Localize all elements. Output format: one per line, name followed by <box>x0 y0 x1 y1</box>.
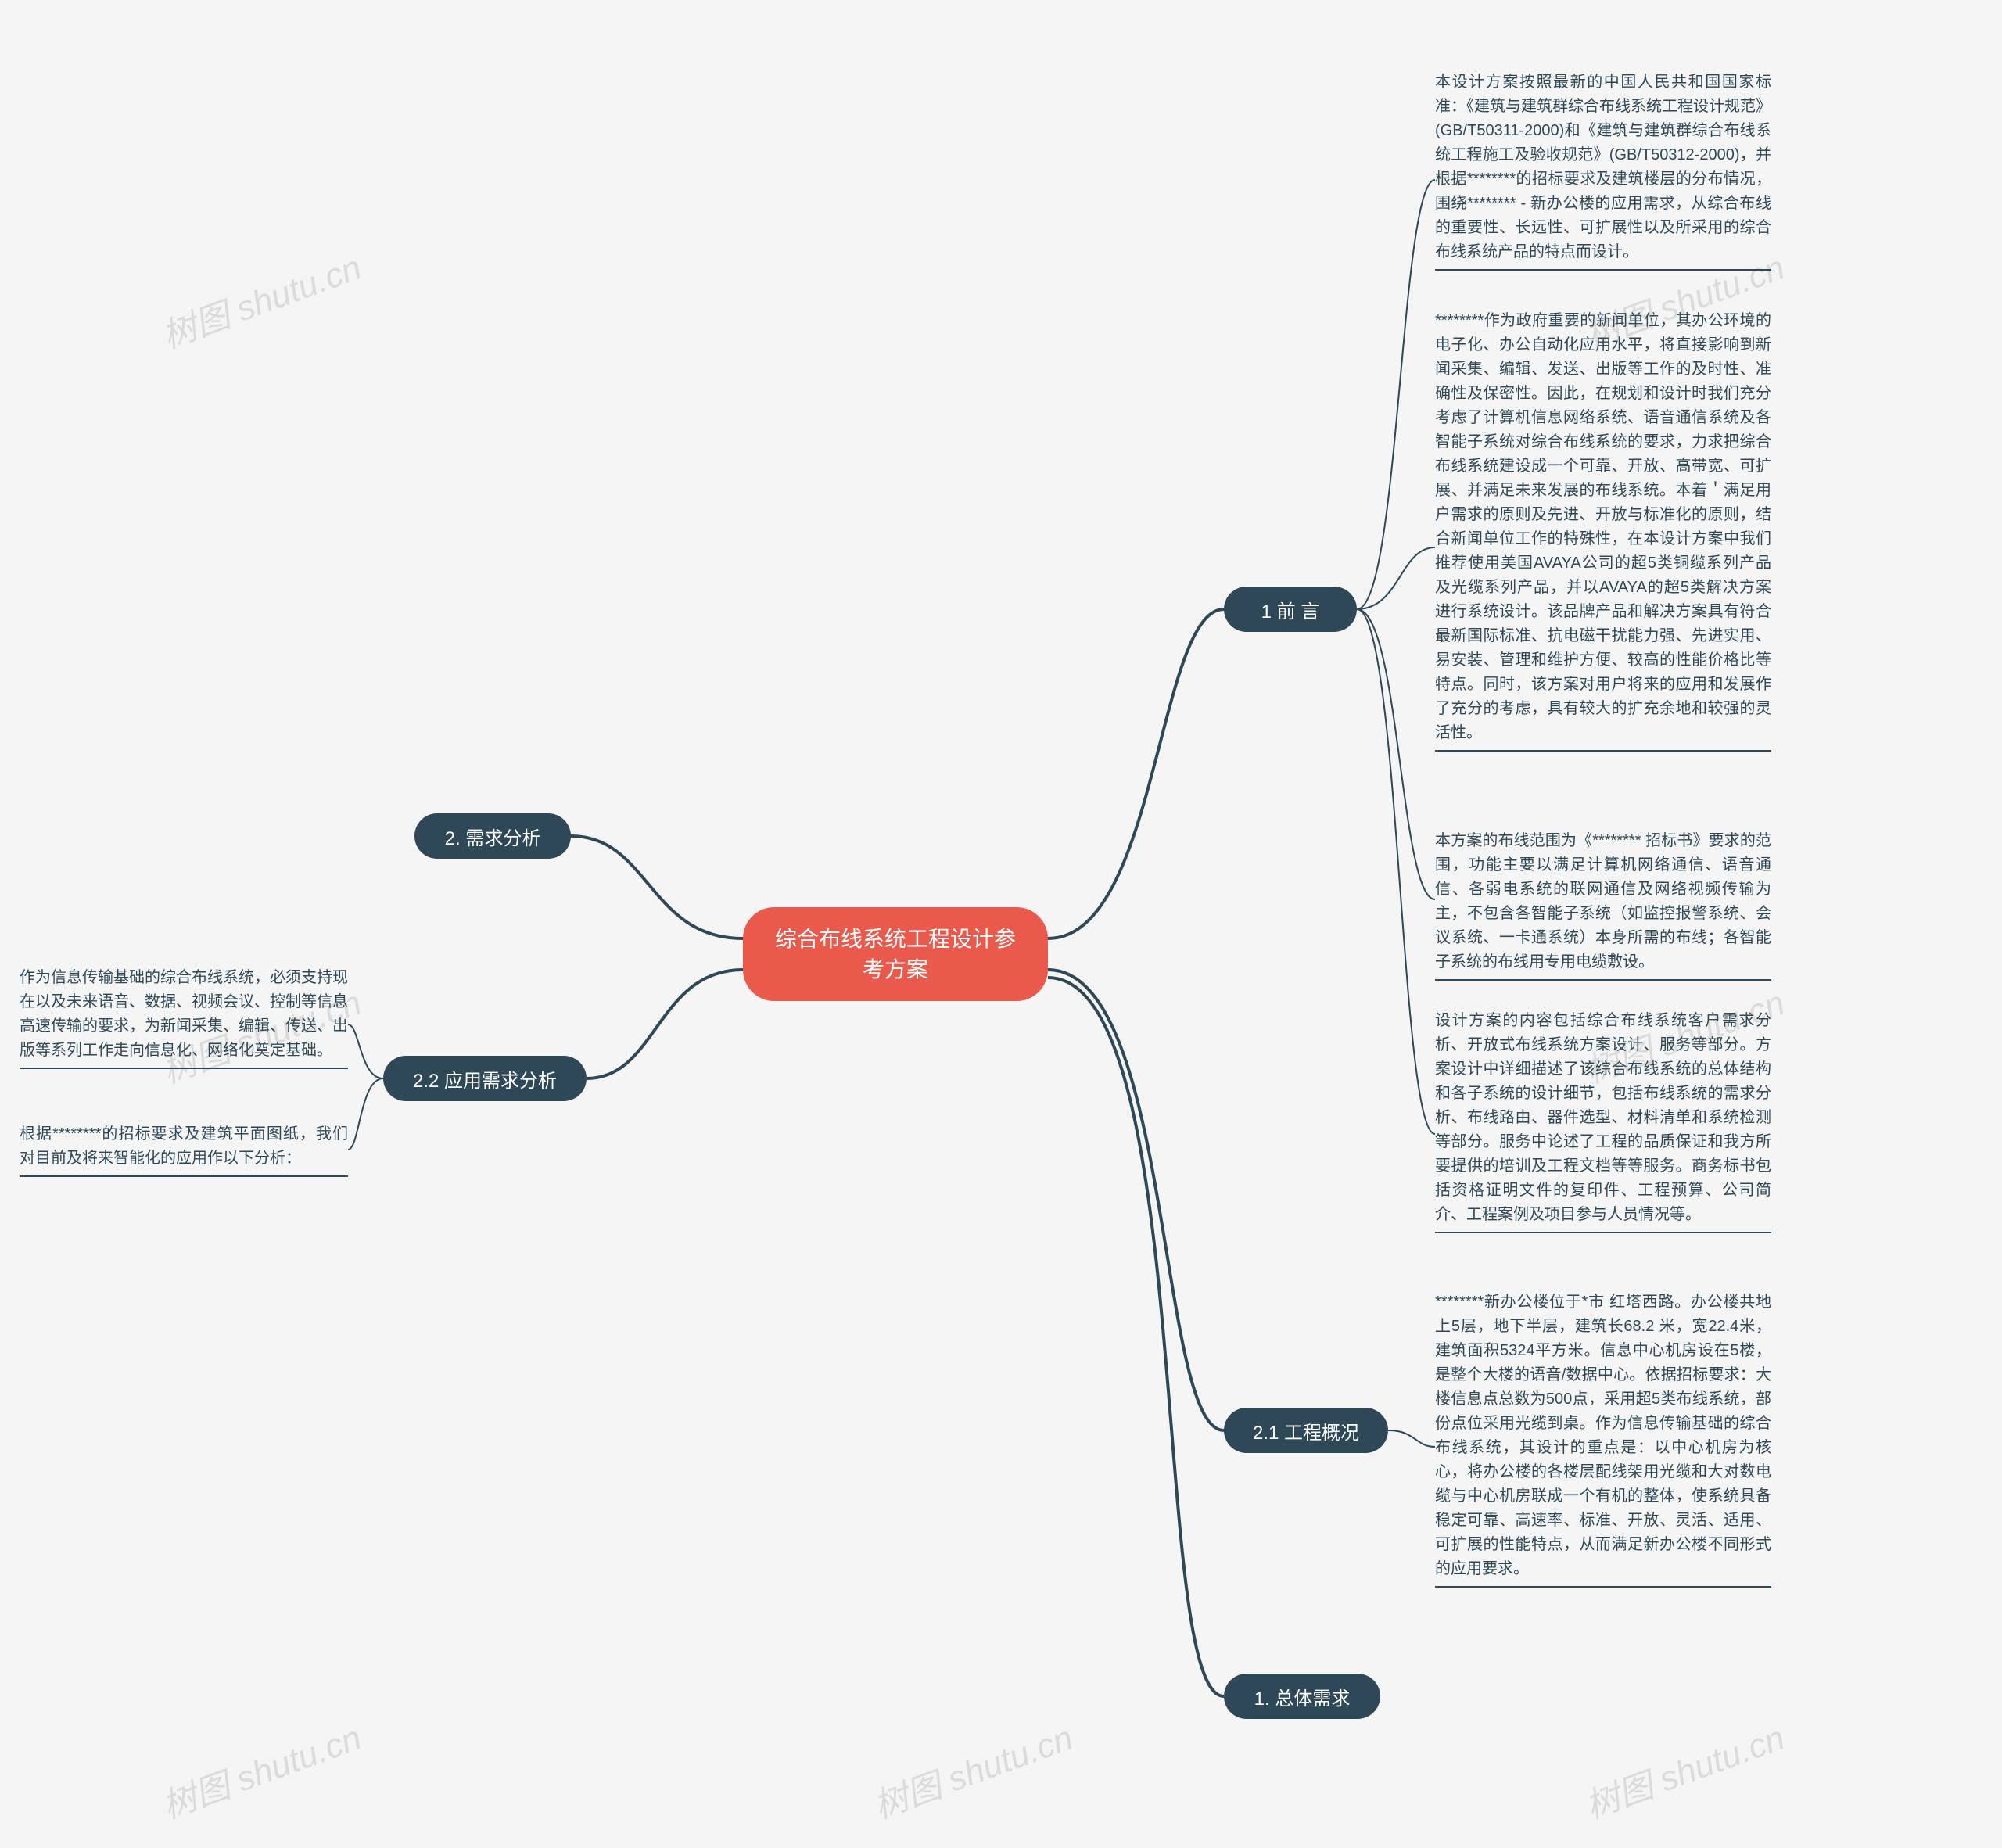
branch-app[interactable]: 2.2 应用需求分析 <box>383 1056 587 1101</box>
leaf-app-2: 根据********的招标要求及建筑平面图纸，我们对目前及将来智能化的应用作以下… <box>20 1122 348 1177</box>
leaf-preface-2: ********作为政府重要的新闻单位，其办公环境的电子化、办公自动化应用水平，… <box>1435 309 1771 752</box>
watermark: 树图 shutu.cn <box>154 239 367 357</box>
center-node[interactable]: 综合布线系统工程设计参考方案 <box>743 907 1048 1001</box>
watermark: 树图 shutu.cn <box>866 1710 1078 1828</box>
watermark: 树图 shutu.cn <box>154 1710 367 1828</box>
branch-demand[interactable]: 2. 需求分析 <box>414 813 571 859</box>
branch-overview[interactable]: 2.1 工程概况 <box>1224 1408 1388 1453</box>
watermark: 树图 shutu.cn <box>1577 1710 1790 1828</box>
leaf-preface-1: 本设计方案按照最新的中国人民共和国国家标准：《建筑与建筑群综合布线系统工程设计规… <box>1435 70 1771 271</box>
leaf-app-1: 作为信息传输基础的综合布线系统，必须支持现在以及未来语音、数据、视频会议、控制等… <box>20 966 348 1069</box>
leaf-overview-1: ********新办公楼位于*市 红塔西路。办公楼共地上5层，地下半层，建筑长6… <box>1435 1290 1771 1588</box>
leaf-preface-4: 设计方案的内容包括综合布线系统客户需求分析、开放式布线系统方案设计、服务等部分。… <box>1435 1009 1771 1233</box>
branch-preface[interactable]: 1 前 言 <box>1224 587 1357 632</box>
leaf-preface-3: 本方案的布线范围为《******** 招标书》要求的范围，功能主要以满足计算机网… <box>1435 829 1771 981</box>
branch-overall[interactable]: 1. 总体需求 <box>1224 1674 1380 1719</box>
